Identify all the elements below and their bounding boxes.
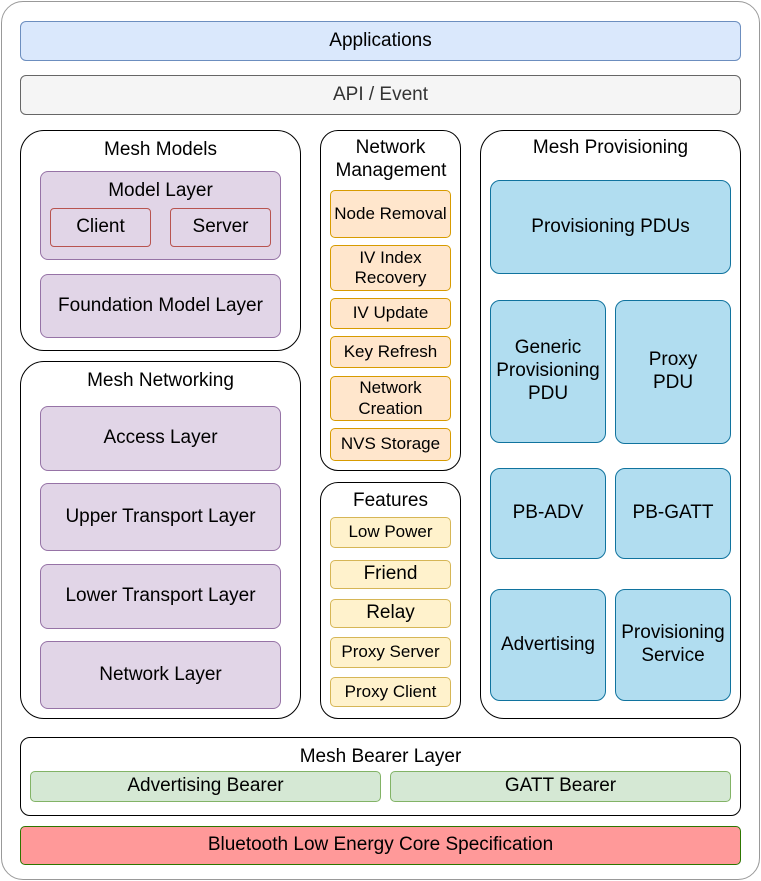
network-layer: Network Layer <box>40 641 281 709</box>
provisioning-pdus: Provisioning PDUs <box>490 180 731 274</box>
api-event-layer: API / Event <box>20 75 741 115</box>
pb-adv: PB-ADV <box>490 468 606 559</box>
node-removal: Node Removal <box>330 190 451 238</box>
proxy-client-feature: Proxy Client <box>330 677 451 707</box>
advertising: Advertising <box>490 589 606 701</box>
ble-core-specification: Bluetooth Low Energy Core Specification <box>20 826 741 865</box>
network-creation: Network Creation <box>330 376 451 421</box>
advertising-bearer: Advertising Bearer <box>30 771 381 802</box>
client-box: Client <box>50 208 151 247</box>
access-layer: Access Layer <box>40 406 281 471</box>
server-box: Server <box>170 208 271 247</box>
lower-transport-layer: Lower Transport Layer <box>40 564 281 629</box>
proxy-pdu: Proxy PDU <box>615 300 731 444</box>
upper-transport-layer: Upper Transport Layer <box>40 483 281 551</box>
mesh-models-group: Mesh Models <box>20 130 301 351</box>
network-management-title: Network Management <box>335 137 447 181</box>
provisioning-service: Provisioning Service <box>615 589 731 701</box>
mesh-provisioning-group: Mesh Provisioning <box>480 130 741 719</box>
iv-update: IV Update <box>330 298 451 329</box>
friend-feature: Friend <box>330 560 451 589</box>
network-management-group: Network Management <box>320 130 461 471</box>
key-refresh: Key Refresh <box>330 336 451 368</box>
features-group: Features <box>320 482 461 719</box>
gatt-bearer: GATT Bearer <box>390 771 731 802</box>
low-power-feature: Low Power <box>330 517 451 548</box>
mesh-bearer-layer: Mesh Bearer Layer <box>20 737 741 816</box>
proxy-server-feature: Proxy Server <box>330 637 451 668</box>
relay-feature: Relay <box>330 599 451 628</box>
nvs-storage: NVS Storage <box>330 428 451 461</box>
pb-gatt: PB-GATT <box>615 468 731 559</box>
applications-layer: Applications <box>20 21 741 61</box>
generic-provisioning-pdu: Generic Provisioning PDU <box>490 300 606 443</box>
iv-index-recovery: IV Index Recovery <box>330 245 451 291</box>
foundation-model-layer: Foundation Model Layer <box>40 274 281 338</box>
mesh-networking-group: Mesh Networking <box>20 361 301 719</box>
